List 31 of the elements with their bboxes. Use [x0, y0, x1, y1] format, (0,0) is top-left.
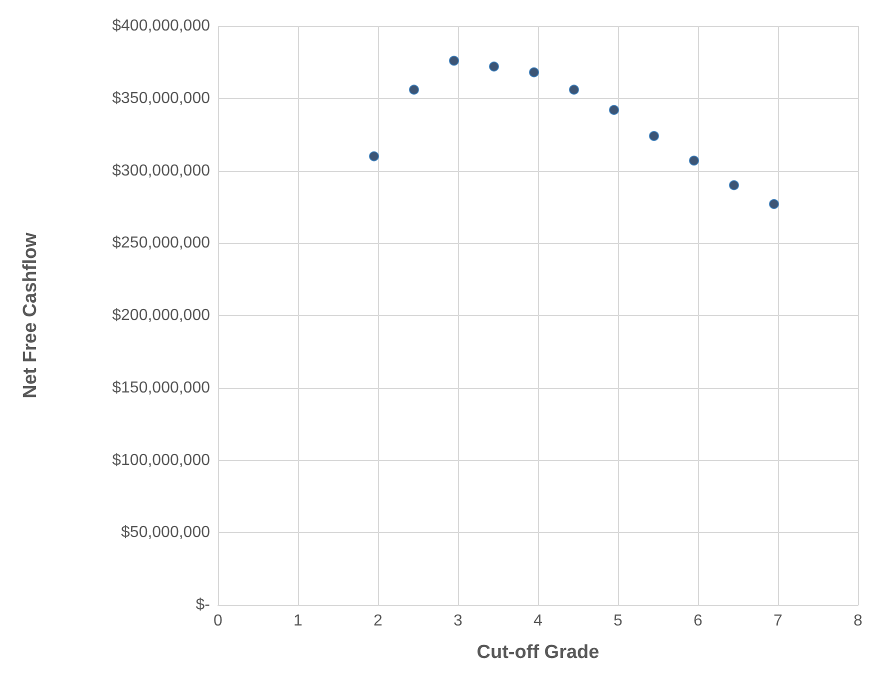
point [489, 62, 499, 72]
y-tick-label: $350,000,000 [112, 90, 210, 107]
x-tick-label: 4 [534, 612, 543, 630]
point [689, 156, 699, 166]
x-tick-label: 1 [294, 612, 303, 630]
x-tick-label: 5 [614, 612, 623, 630]
point [769, 199, 779, 210]
point [649, 131, 659, 142]
x-tick-label: 8 [854, 612, 863, 630]
x-tick-label: 7 [774, 612, 783, 630]
y-tick-label: $250,000,000 [112, 234, 210, 252]
point [369, 151, 379, 162]
point [569, 84, 579, 95]
y-tick-label: $300,000,000 [112, 162, 210, 180]
x-tick-label: 3 [454, 612, 463, 630]
point [409, 84, 419, 95]
y-tick-label: $- [196, 596, 210, 614]
x-axis-title: Cut-off Grade [476, 642, 600, 663]
point [529, 67, 539, 78]
x-tick-label: 2 [374, 612, 383, 630]
y-tick-label: $400,000,000 [112, 18, 210, 34]
x-tick-label: 0 [214, 612, 223, 630]
y-tick-label: $150,000,000 [112, 379, 210, 396]
y-tick-label: $50,000,000 [121, 524, 210, 542]
y-tick-label: $100,000,000 [112, 452, 210, 469]
x-tick-label: 6 [694, 612, 703, 630]
point [729, 180, 739, 190]
point [609, 104, 619, 115]
y-tick-label: $200,000,000 [112, 307, 210, 324]
y-axis-title: Net Free Cashflow [20, 232, 41, 398]
point [449, 56, 459, 66]
